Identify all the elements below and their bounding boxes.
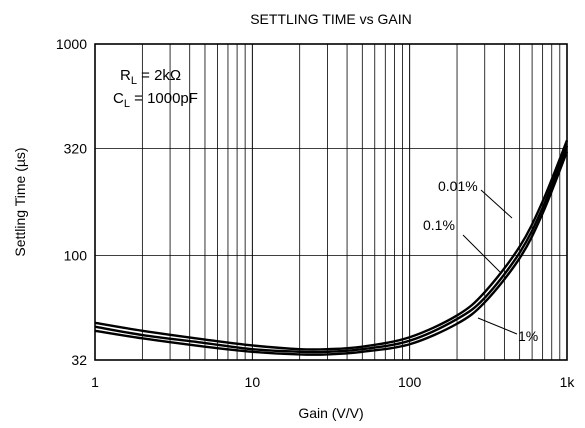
- y-tick-label: 100: [64, 247, 88, 263]
- conditions-annotation: RL = 2kΩ CL = 1000pF: [113, 67, 198, 110]
- cl-annotation: CL = 1000pF: [113, 90, 198, 110]
- y-tick-label: 320: [64, 141, 88, 157]
- series-label: 1%: [518, 328, 538, 344]
- series-leader-line: [480, 189, 513, 219]
- grid: [95, 44, 567, 360]
- x-tick-label: 1: [91, 374, 99, 390]
- y-axis-label: Settling Time (µs): [12, 147, 28, 256]
- series-leader-line: [477, 317, 518, 335]
- plot-frame: [94, 43, 568, 361]
- x-tick-label: 100: [398, 374, 422, 390]
- series-line: [94, 145, 569, 354]
- x-axis-label: Gain (V/V): [298, 405, 363, 421]
- tick-labels: 1 10 100 1k 32 100 320 1000: [56, 36, 576, 390]
- series-label: 0.01%: [438, 178, 478, 194]
- chart-title: SETTLING TIME vs GAIN: [250, 11, 412, 27]
- y-tick-label: 32: [71, 352, 87, 368]
- series-line: [94, 151, 569, 356]
- y-tick-label: 1000: [56, 36, 87, 52]
- x-tick-label: 10: [245, 374, 261, 390]
- rl-annotation: RL = 2kΩ: [120, 67, 181, 87]
- series-label: 0.1%: [423, 217, 455, 233]
- x-tick-label: 1k: [560, 374, 576, 390]
- series-labels: 0.01% 0.1% 1%: [423, 178, 538, 344]
- series-line: [94, 139, 569, 351]
- series-leader-line: [462, 234, 501, 273]
- curves: [94, 139, 569, 356]
